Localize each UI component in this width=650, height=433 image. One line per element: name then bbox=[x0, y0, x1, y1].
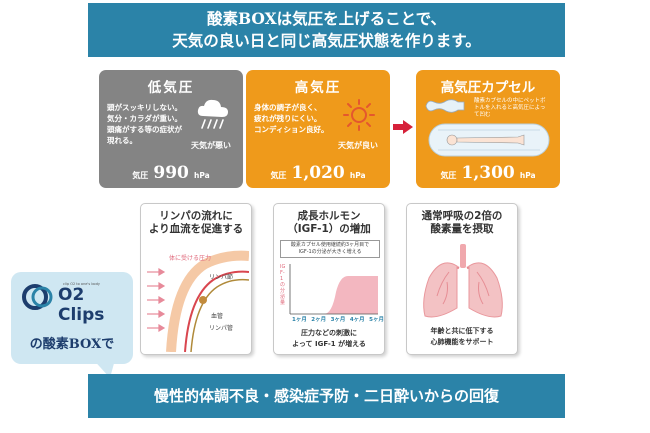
lymph-card-title: リンパの流れに より血流を促進する bbox=[141, 210, 251, 236]
pressure-label: 気圧 bbox=[270, 171, 287, 180]
capsule-description: 酸素カプセルの中にペットボ トルを入れると高気圧によっ て凹む bbox=[474, 98, 546, 119]
caption-line: よって IGF-1 が増える bbox=[292, 340, 366, 348]
high-pressure-title: 高気圧 bbox=[294, 80, 342, 96]
month-tick: 5ヶ月 bbox=[369, 317, 384, 323]
title-line: リンパの流れに bbox=[159, 210, 233, 222]
desc-line: コンディション良好。 bbox=[254, 125, 329, 134]
desc-line: 頭痛がする等の症状が bbox=[107, 125, 182, 134]
weather-bad-label: 天気が悪い bbox=[191, 141, 231, 150]
igf-card: 成長ホルモン （IGF-1）の増加 酸素カプセル使用継続約3ヶ月目で IGF-1… bbox=[273, 203, 385, 355]
caption-line: 年齢と共に低下する bbox=[430, 327, 494, 335]
pressure-number: 1,020 bbox=[291, 163, 345, 183]
pressure-unit: hPa bbox=[349, 171, 366, 180]
pressure-unit: hPa bbox=[519, 171, 536, 180]
title-line: 酸素量を摂取 bbox=[430, 223, 494, 235]
igf-axis-label: IGF-1の分泌量 bbox=[280, 264, 286, 306]
igf-card-title: 成長ホルモン （IGF-1）の増加 bbox=[274, 210, 384, 236]
capsule-icon bbox=[428, 123, 550, 157]
desc-line: 頭がスッキリしない。 bbox=[107, 103, 182, 112]
igf-caption: 圧力などの刺激に よって IGF-1 が増える bbox=[274, 328, 384, 350]
capsule-title: 高気圧カプセル bbox=[440, 80, 536, 96]
oxygen-caption: 年齢と共に低下する 心肺機能をサポート bbox=[407, 326, 517, 348]
note-line: IGF-1の分泌が大きく増える bbox=[298, 249, 362, 255]
low-pressure-description: 頭がスッキリしない。 気分・カラダが重い。 頭痛がする等の症状が 現れる。 bbox=[107, 102, 182, 146]
arrow-right-icon bbox=[393, 120, 413, 134]
title-line: 成長ホルモン bbox=[297, 210, 361, 222]
pressure-label: 気圧 bbox=[132, 171, 149, 180]
desc-line: トルを入れると高気圧によっ bbox=[474, 105, 546, 111]
note-line: 酸素カプセル使用継続約3ヶ月目で bbox=[290, 242, 370, 248]
pressure-label: 体に受ける圧力 bbox=[169, 255, 212, 262]
pressure-number: 1,300 bbox=[461, 163, 515, 183]
o2clips-logo-icon bbox=[22, 284, 53, 310]
desc-line: 酸素カプセルの中にペットボ bbox=[474, 98, 546, 104]
lungs-icon bbox=[423, 244, 503, 318]
month-tick: 4ヶ月 bbox=[349, 317, 365, 323]
high-pressure-description: 身体の調子が良く、 疲れが残りにくい。 コンディション良好。 bbox=[254, 102, 328, 135]
title-line: 通常呼吸の2倍の bbox=[421, 210, 503, 222]
caption-line: 心肺機能をサポート bbox=[430, 338, 494, 346]
desc-line: て凹む bbox=[474, 112, 491, 118]
header-line-1: 酸素BOXは気圧を上げることで、 bbox=[206, 9, 447, 28]
lymph-card: リンパの流れに より血流を促進する 体に受ける圧力 リンパ節 血管 リンパ管 bbox=[140, 203, 252, 355]
oxygen-card: 通常呼吸の2倍の 酸素量を摂取 年齢と共に低下する 心肺機能をサポート bbox=[406, 203, 518, 355]
sun-icon bbox=[343, 99, 375, 131]
high-pressure-value: 気圧 1,020 hPa bbox=[246, 163, 390, 183]
logo-tagline: clip O2 to one's body bbox=[63, 282, 100, 286]
low-pressure-box: 低気圧 頭がスッキリしない。 気分・カラダが重い。 頭痛がする等の症状が 現れる… bbox=[99, 70, 243, 188]
desc-line: 疲れが残りにくい。 bbox=[254, 114, 322, 123]
weather-good-label: 天気が良い bbox=[338, 141, 378, 150]
lymph-node-label: リンパ節 bbox=[209, 274, 234, 281]
month-tick: 3ヶ月 bbox=[330, 317, 346, 323]
month-tick: 1ヶ月 bbox=[292, 317, 307, 323]
bottle-icon bbox=[425, 99, 465, 113]
month-tick: 2ヶ月 bbox=[311, 317, 327, 323]
footer-banner: 慢性的体調不良・感染症予防・二日酔いからの回復 bbox=[88, 374, 565, 418]
header-banner: 酸素BOXは気圧を上げることで、 天気の良い日と同じ高気圧状態を作ります。 bbox=[88, 3, 565, 57]
desc-line: 現れる。 bbox=[107, 136, 137, 145]
logo-brand: O2 Clips bbox=[58, 285, 105, 325]
capsule-pressure-value: 気圧 1,300 hPa bbox=[416, 163, 560, 183]
oxygen-card-title: 通常呼吸の2倍の 酸素量を摂取 bbox=[407, 210, 517, 236]
capsule-pressure-box: 高気圧カプセル 酸素カプセルの中にペットボ トルを入れると高気圧によっ て凹む … bbox=[416, 70, 560, 188]
o2clips-logo-bubble: clip O2 to one's body O2 Clips の酸素BOXで bbox=[11, 272, 133, 364]
title-line: より血流を促進する bbox=[148, 223, 244, 235]
desc-line: 気分・カラダが重い。 bbox=[107, 114, 182, 123]
pressure-number: 990 bbox=[153, 163, 189, 183]
low-pressure-value: 気圧 990 hPa bbox=[99, 163, 243, 183]
logo-description: の酸素BOXで bbox=[29, 337, 115, 352]
lymph-diagram bbox=[147, 250, 249, 352]
low-pressure-title: 低気圧 bbox=[147, 80, 195, 96]
high-pressure-box: 高気圧 身体の調子が良く、 疲れが残りにくい。 コンディション良好。 天気が良い… bbox=[246, 70, 390, 188]
caption-line: 圧力などの刺激に bbox=[301, 329, 357, 337]
igf-months: 1ヶ月 2ヶ月 3ヶ月 4ヶ月 5ヶ月 bbox=[292, 316, 384, 324]
header-line-2: 天気の良い日と同じ高気圧状態を作ります。 bbox=[172, 31, 481, 50]
pressure-label: 気圧 bbox=[440, 171, 457, 180]
pressure-unit: hPa bbox=[193, 171, 210, 180]
desc-line: 身体の調子が良く、 bbox=[254, 103, 322, 112]
vessel-label: 血管 bbox=[211, 313, 224, 320]
igf-note: 酸素カプセル使用継続約3ヶ月目で IGF-1の分泌が大きく増える bbox=[280, 240, 380, 258]
lymph-duct-label: リンパ管 bbox=[209, 325, 234, 332]
igf-graph bbox=[289, 264, 378, 315]
rain-cloud-icon bbox=[197, 99, 228, 129]
title-line: （IGF-1）の増加 bbox=[287, 223, 371, 235]
